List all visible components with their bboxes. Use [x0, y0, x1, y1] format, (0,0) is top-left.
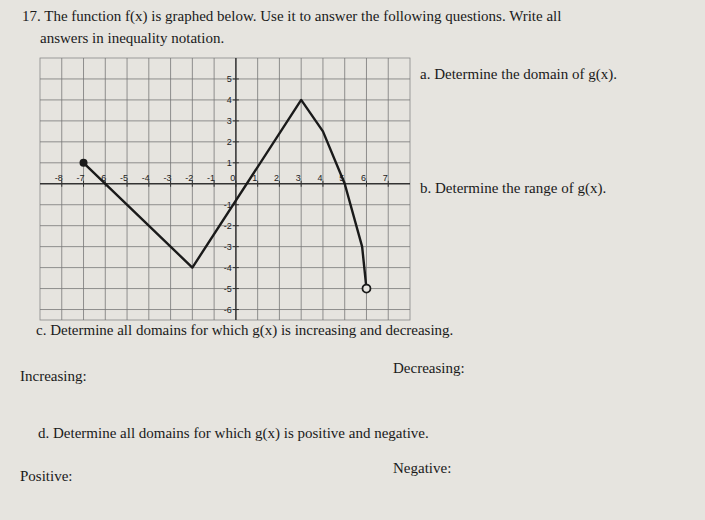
- grid-line: [40, 162, 410, 163]
- grid-line: [40, 99, 410, 100]
- grid-line: [105, 58, 106, 320]
- tick-label: -3: [224, 242, 232, 252]
- text: Negative:: [393, 460, 451, 477]
- tick: [233, 162, 239, 163]
- text: b. Determine the range of g(x).: [420, 180, 606, 197]
- tick-label: -5: [224, 284, 232, 294]
- tick-label: 4: [317, 173, 322, 183]
- text: a. Determine the domain of g(x).: [420, 66, 617, 83]
- tick-label: -3: [164, 173, 172, 183]
- grid-line: [322, 58, 323, 320]
- grid-line: [148, 58, 149, 320]
- grid-line: [257, 58, 258, 320]
- tick: [233, 267, 239, 268]
- grid-line: [40, 141, 410, 142]
- plot-marks: [80, 100, 371, 293]
- tick: [233, 141, 239, 142]
- text: Increasing:: [20, 368, 87, 385]
- tick-label: 0: [230, 173, 235, 183]
- grid-line: [235, 58, 236, 320]
- tick: [233, 120, 239, 121]
- tick: [366, 181, 367, 187]
- tick: [279, 181, 280, 187]
- tick-label: 2: [274, 173, 279, 183]
- x-axis: [40, 183, 410, 184]
- grid-line: [83, 58, 84, 320]
- tick-label: 3: [296, 173, 301, 183]
- tick: [235, 181, 236, 187]
- tick-label: 7: [383, 173, 388, 183]
- tick-label: 4: [227, 95, 232, 105]
- tick: [322, 181, 323, 187]
- tick: [301, 181, 302, 187]
- plot-frame: [40, 58, 410, 320]
- grid-line: [40, 78, 410, 79]
- closed-endpoint: [80, 159, 88, 167]
- tick: [233, 246, 239, 247]
- text: c. Determine all domains for which g(x) …: [36, 322, 453, 339]
- tick: [233, 99, 239, 100]
- open-endpoint: [362, 285, 370, 293]
- tick: [233, 78, 239, 79]
- function-line: [84, 100, 367, 289]
- text: d. Determine all domains for which g(x) …: [38, 425, 429, 442]
- tick-label: -2: [185, 173, 193, 183]
- grid-line: [388, 58, 389, 320]
- tick-label: 3: [227, 116, 232, 126]
- grid-line: [301, 58, 302, 320]
- tick-label: 1: [227, 158, 232, 168]
- text: Positive:: [20, 468, 73, 485]
- tick-label: -6: [224, 305, 232, 315]
- grid-line: [40, 120, 410, 121]
- tick-label: -4: [224, 263, 232, 273]
- grid-line: [214, 58, 215, 320]
- tick-label: -2: [224, 221, 232, 231]
- grid-line: [192, 58, 193, 320]
- tick-label: -5: [120, 173, 128, 183]
- y-axis: [235, 58, 236, 320]
- tick: [257, 181, 258, 187]
- tick-label: -4: [142, 173, 150, 183]
- tick-label: 2: [227, 137, 232, 147]
- tick-label: -8: [55, 173, 63, 183]
- grid-line: [279, 58, 280, 320]
- text: answers in inequality notation.: [40, 30, 224, 47]
- tick-label: -1: [207, 173, 215, 183]
- tick-label: -7: [77, 173, 85, 183]
- tick: [233, 225, 239, 226]
- grid-line: [127, 58, 128, 320]
- tick-label: 5: [227, 74, 232, 84]
- tick: [388, 181, 389, 187]
- grid-line: [170, 58, 171, 320]
- tick: [233, 288, 239, 289]
- grid-line: [61, 58, 62, 320]
- text: Decreasing:: [393, 360, 465, 377]
- text: 17. The function f(x) is graphed below. …: [22, 8, 561, 25]
- tick: [233, 309, 239, 310]
- tick-label: 6: [361, 173, 366, 183]
